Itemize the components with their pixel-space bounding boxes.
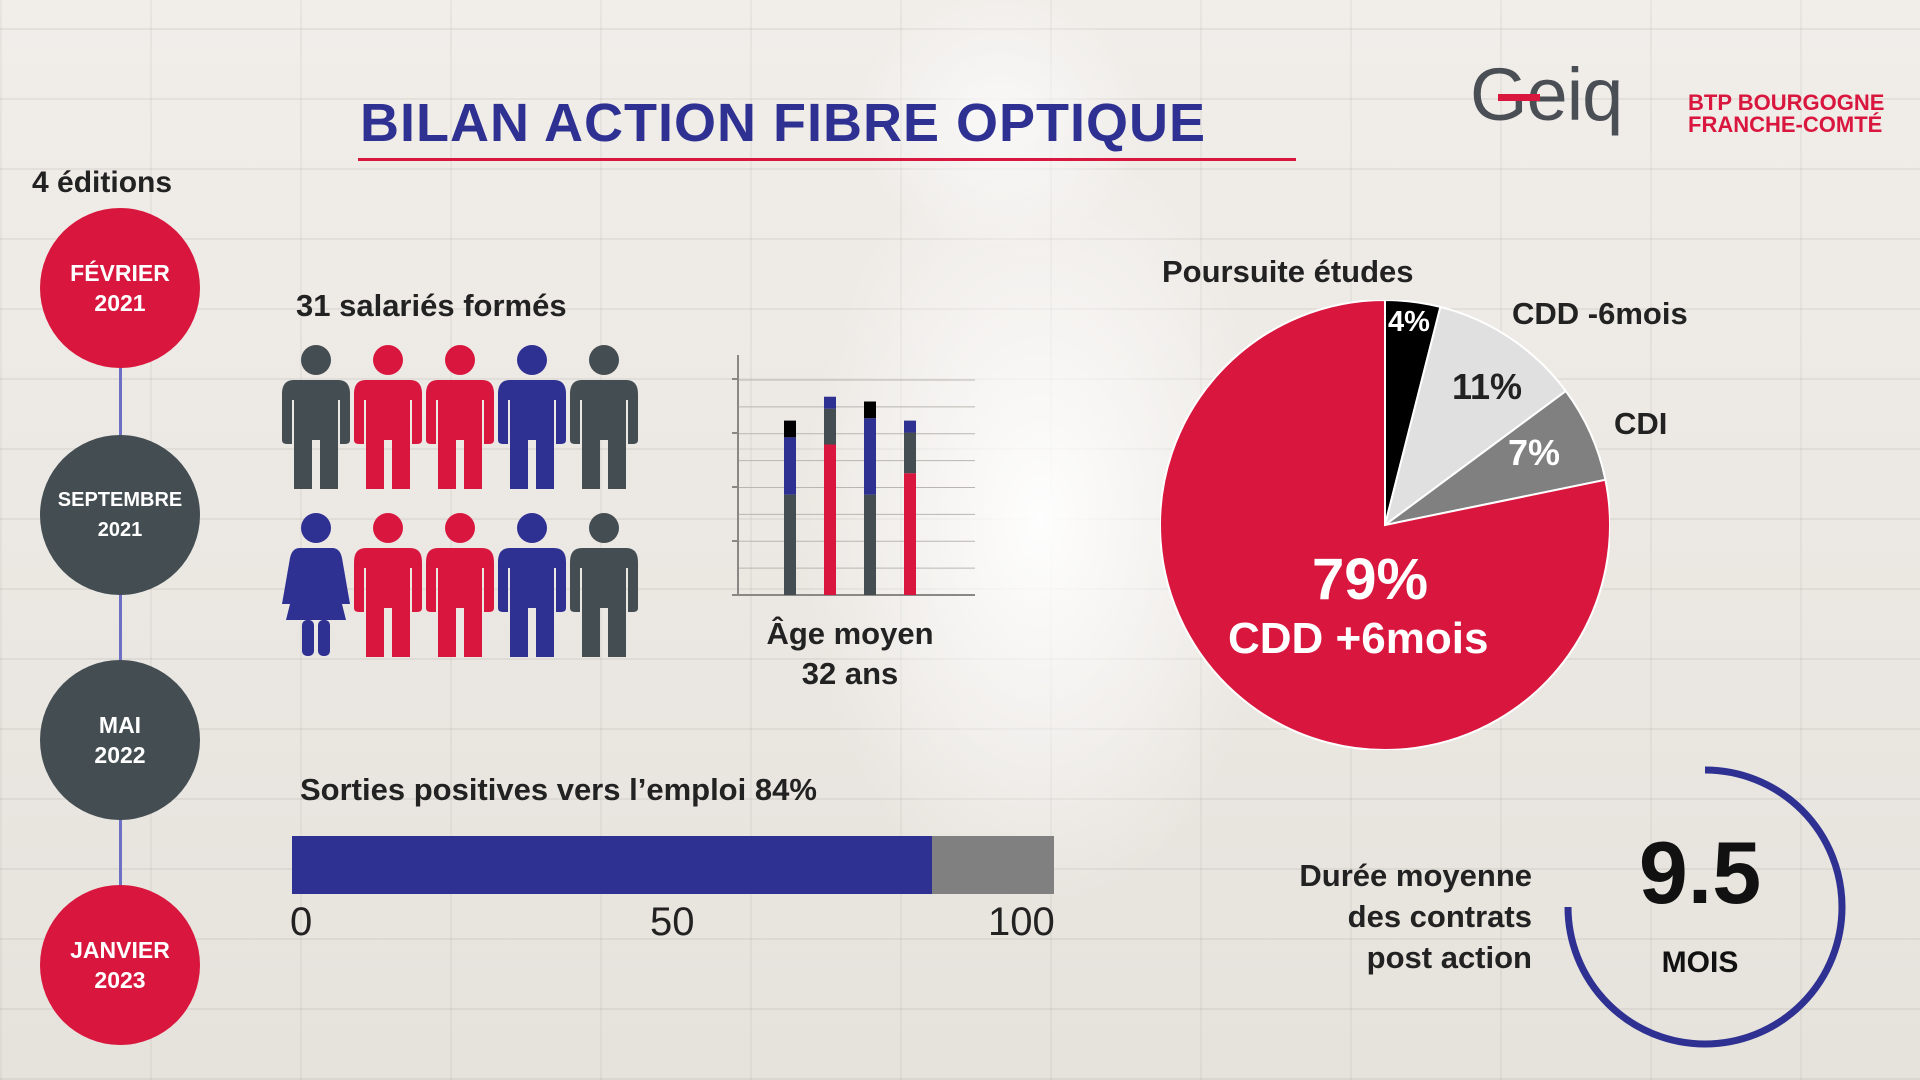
edition-month: SEPTEMBRE bbox=[57, 489, 183, 511]
pie-slice-4 bbox=[1160, 300, 1610, 750]
average-age-label: Âge moyen bbox=[766, 616, 934, 651]
duration-value: 9.5 bbox=[1638, 823, 1762, 922]
age-bar-chart bbox=[732, 355, 975, 596]
duration-line-1: Durée moyenne bbox=[1299, 858, 1532, 893]
duration-line-2: des contrats bbox=[1347, 899, 1532, 934]
edition-year: 2021 bbox=[97, 519, 143, 541]
pie-value-cdi: 7% bbox=[1508, 432, 1561, 473]
axis-tick-100: 100 bbox=[988, 900, 1055, 944]
axis-tick-0: 0 bbox=[290, 900, 313, 944]
bar-segment bbox=[904, 432, 916, 474]
male-person-icon bbox=[426, 513, 494, 657]
edition-circle-4: JANVIER 2023 bbox=[40, 885, 200, 1045]
edition-year: 2023 bbox=[94, 967, 146, 993]
positive-exits-bar bbox=[292, 836, 1054, 894]
duration-line-3: post action bbox=[1366, 940, 1532, 975]
positive-exits-label: Sorties positives vers l’emploi 84% bbox=[300, 772, 817, 807]
positive-exits-fill bbox=[292, 836, 933, 894]
logo-subtitle: BTP BOURGOGNE FRANCHE-COMTÉ bbox=[1688, 92, 1884, 136]
bar-segment bbox=[824, 408, 836, 445]
bar-segment bbox=[784, 437, 796, 495]
geiq-logo: Geiq bbox=[1470, 53, 1623, 136]
male-person-icon bbox=[570, 345, 638, 489]
people-grid bbox=[282, 344, 642, 664]
edition-circle-3: MAI 2022 bbox=[40, 660, 200, 820]
duration-arc bbox=[1564, 766, 1846, 1048]
duration-ring bbox=[1564, 766, 1846, 1048]
bar-segment bbox=[824, 444, 836, 595]
bar-segment bbox=[864, 418, 876, 495]
page-title: BILAN ACTION FIBRE OPTIQUE bbox=[360, 93, 1206, 153]
male-person-icon bbox=[354, 345, 422, 489]
edition-circle-2: SEPTEMBRE 2021 bbox=[40, 435, 200, 595]
timeline-line bbox=[119, 260, 122, 960]
edition-circle-1: FÉVRIER 2021 bbox=[40, 208, 200, 368]
male-person-icon bbox=[498, 345, 566, 489]
duration-unit: MOIS bbox=[1661, 946, 1739, 979]
pie-legend-cdi: CDI bbox=[1614, 406, 1668, 441]
average-age: Âge moyen 32 ans bbox=[720, 614, 980, 694]
male-person-icon bbox=[570, 513, 638, 657]
logo-line-2: FRANCHE-COMTÉ bbox=[1688, 112, 1883, 137]
male-person-icon bbox=[282, 345, 350, 489]
logo-accent bbox=[1498, 94, 1540, 101]
bar-segment bbox=[904, 473, 916, 595]
female-person-icon bbox=[282, 513, 350, 656]
pie-label-cdd-long: CDD +6mois bbox=[1228, 614, 1489, 663]
pie-slice-2 bbox=[1383, 305, 1568, 528]
male-person-icon bbox=[498, 513, 566, 657]
pie-legend-studies: Poursuite études bbox=[1162, 254, 1414, 289]
bar-segment bbox=[784, 420, 796, 438]
male-person-icon bbox=[426, 345, 494, 489]
male-person-icon bbox=[354, 513, 422, 657]
edition-month: JANVIER bbox=[70, 937, 170, 963]
bar-segment bbox=[784, 494, 796, 595]
bar-segment bbox=[864, 494, 876, 595]
contract-pie-chart bbox=[1160, 300, 1610, 750]
average-age-value: 32 ans bbox=[801, 656, 899, 691]
edition-month: MAI bbox=[98, 712, 142, 738]
pie-value-cdd-long: 79% bbox=[1312, 547, 1429, 612]
bar-segment bbox=[904, 420, 916, 433]
pie-legend-cdd-short: CDD -6mois bbox=[1512, 296, 1688, 331]
pie-value-studies: 4% bbox=[1388, 306, 1430, 338]
duration-label: Durée moyenne des contrats post action bbox=[1180, 855, 1532, 978]
title-underline bbox=[358, 158, 1296, 161]
axis-tick-50: 50 bbox=[650, 900, 695, 944]
bar-segment bbox=[824, 396, 836, 409]
bar-segment bbox=[864, 401, 876, 419]
edition-year: 2022 bbox=[94, 742, 146, 768]
pie-value-cdd-short: 11% bbox=[1452, 366, 1523, 407]
logo-line-1: BTP BOURGOGNE bbox=[1688, 90, 1885, 115]
edition-year: 2021 bbox=[94, 290, 146, 316]
edition-month: FÉVRIER bbox=[70, 260, 170, 286]
editions-heading: 4 éditions bbox=[32, 166, 173, 199]
trained-count-heading: 31 salariés formés bbox=[296, 288, 567, 323]
